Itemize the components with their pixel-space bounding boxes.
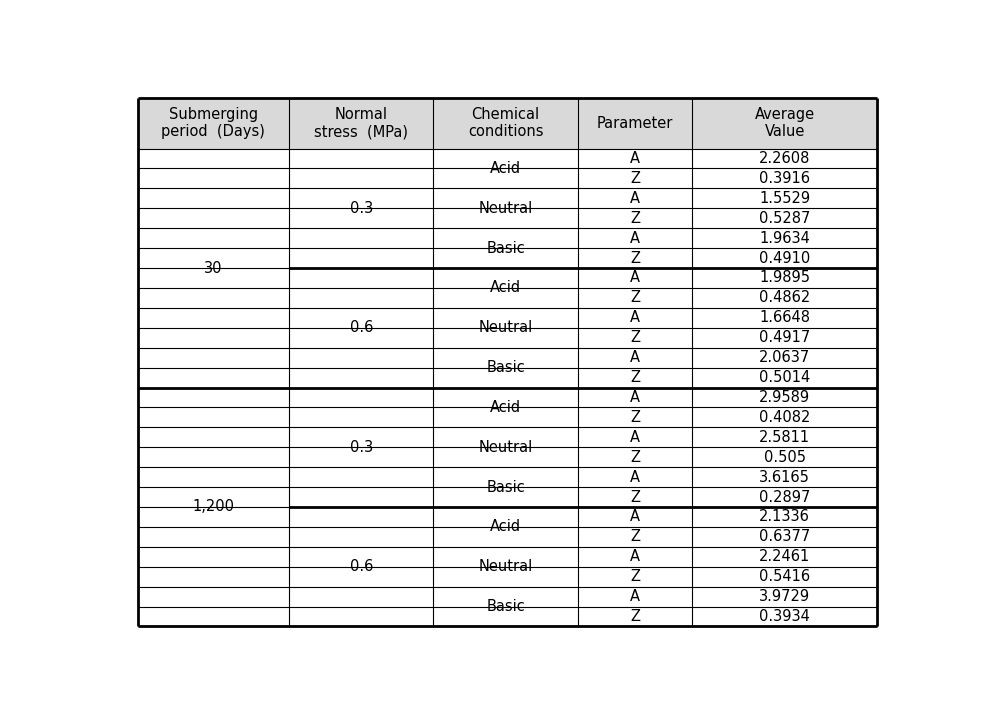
Text: Z: Z [630, 410, 640, 425]
Text: 0.3916: 0.3916 [759, 171, 810, 186]
Text: Z: Z [630, 529, 640, 544]
Text: Acid: Acid [490, 280, 521, 295]
Text: Neutral: Neutral [478, 201, 533, 216]
Text: 0.3: 0.3 [349, 201, 373, 216]
Text: 1.6648: 1.6648 [759, 310, 810, 325]
Text: Submerging
period  (Days): Submerging period (Days) [161, 107, 265, 139]
Text: A: A [630, 191, 640, 206]
Text: 0.6377: 0.6377 [759, 529, 811, 544]
Text: Average
Value: Average Value [754, 107, 815, 139]
Text: 3.6165: 3.6165 [759, 470, 810, 485]
Text: 0.6: 0.6 [349, 320, 373, 335]
Text: 0.505: 0.505 [763, 450, 806, 465]
Text: 0.4862: 0.4862 [759, 290, 811, 305]
Text: 1.9895: 1.9895 [759, 270, 810, 285]
Text: 1.9634: 1.9634 [759, 231, 810, 246]
Text: 3.9729: 3.9729 [759, 589, 810, 604]
Text: Z: Z [630, 330, 640, 345]
Text: A: A [630, 390, 640, 405]
Text: Neutral: Neutral [478, 440, 533, 455]
Text: 0.6: 0.6 [349, 559, 373, 574]
Text: Normal
stress  (MPa): Normal stress (MPa) [314, 107, 408, 139]
Text: A: A [630, 270, 640, 285]
Text: Chemical
conditions: Chemical conditions [468, 107, 544, 139]
Text: 0.3934: 0.3934 [759, 609, 810, 624]
Text: Basic: Basic [486, 241, 525, 256]
Text: 0.4910: 0.4910 [759, 250, 811, 265]
Text: Z: Z [630, 171, 640, 186]
Text: 0.3: 0.3 [349, 440, 373, 455]
Text: 2.2608: 2.2608 [759, 151, 811, 166]
Text: 0.4917: 0.4917 [759, 330, 811, 345]
Text: A: A [630, 470, 640, 485]
Text: 0.5014: 0.5014 [759, 370, 811, 385]
Text: 2.2461: 2.2461 [759, 549, 811, 564]
Text: 2.9589: 2.9589 [759, 390, 810, 405]
Text: Basic: Basic [486, 360, 525, 375]
Text: Neutral: Neutral [478, 559, 533, 574]
Text: 0.5287: 0.5287 [759, 211, 811, 226]
Text: A: A [630, 350, 640, 365]
Text: Neutral: Neutral [478, 320, 533, 335]
Text: A: A [630, 430, 640, 445]
Text: Z: Z [630, 609, 640, 624]
Text: Z: Z [630, 490, 640, 505]
Text: 2.0637: 2.0637 [759, 350, 811, 365]
Text: 0.4082: 0.4082 [759, 410, 811, 425]
Text: A: A [630, 310, 640, 325]
Text: Z: Z [630, 290, 640, 305]
Text: Acid: Acid [490, 400, 521, 415]
Text: 1.5529: 1.5529 [759, 191, 810, 206]
Text: Z: Z [630, 370, 640, 385]
Text: 0.2897: 0.2897 [759, 490, 811, 505]
Text: Z: Z [630, 250, 640, 265]
Text: Acid: Acid [490, 161, 521, 176]
Text: 2.1336: 2.1336 [759, 509, 810, 524]
Text: 1,200: 1,200 [192, 500, 235, 515]
Text: A: A [630, 151, 640, 166]
Text: Z: Z [630, 569, 640, 584]
Text: Z: Z [630, 211, 640, 226]
Text: 2.5811: 2.5811 [759, 430, 810, 445]
Text: A: A [630, 549, 640, 564]
Text: Basic: Basic [486, 599, 525, 614]
Text: Z: Z [630, 450, 640, 465]
Text: Parameter: Parameter [597, 116, 673, 131]
Text: 0.5416: 0.5416 [759, 569, 810, 584]
Bar [138, 98, 877, 149]
Text: Acid: Acid [490, 519, 521, 534]
Text: A: A [630, 589, 640, 604]
Text: 30: 30 [204, 260, 223, 275]
Text: A: A [630, 509, 640, 524]
Text: Basic: Basic [486, 480, 525, 495]
Text: A: A [630, 231, 640, 246]
